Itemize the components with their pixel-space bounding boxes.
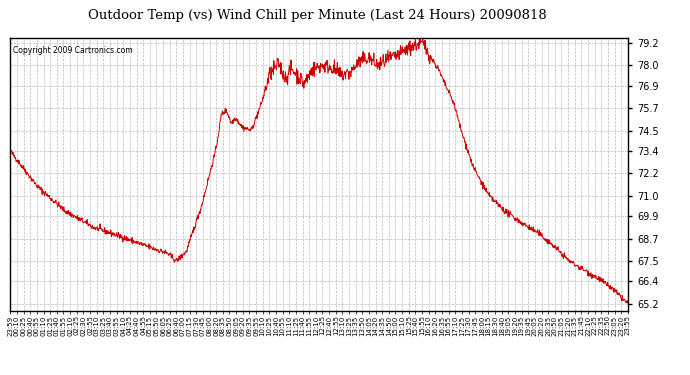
Text: Outdoor Temp (vs) Wind Chill per Minute (Last 24 Hours) 20090818: Outdoor Temp (vs) Wind Chill per Minute … [88, 9, 546, 22]
Text: Copyright 2009 Cartronics.com: Copyright 2009 Cartronics.com [13, 46, 133, 55]
